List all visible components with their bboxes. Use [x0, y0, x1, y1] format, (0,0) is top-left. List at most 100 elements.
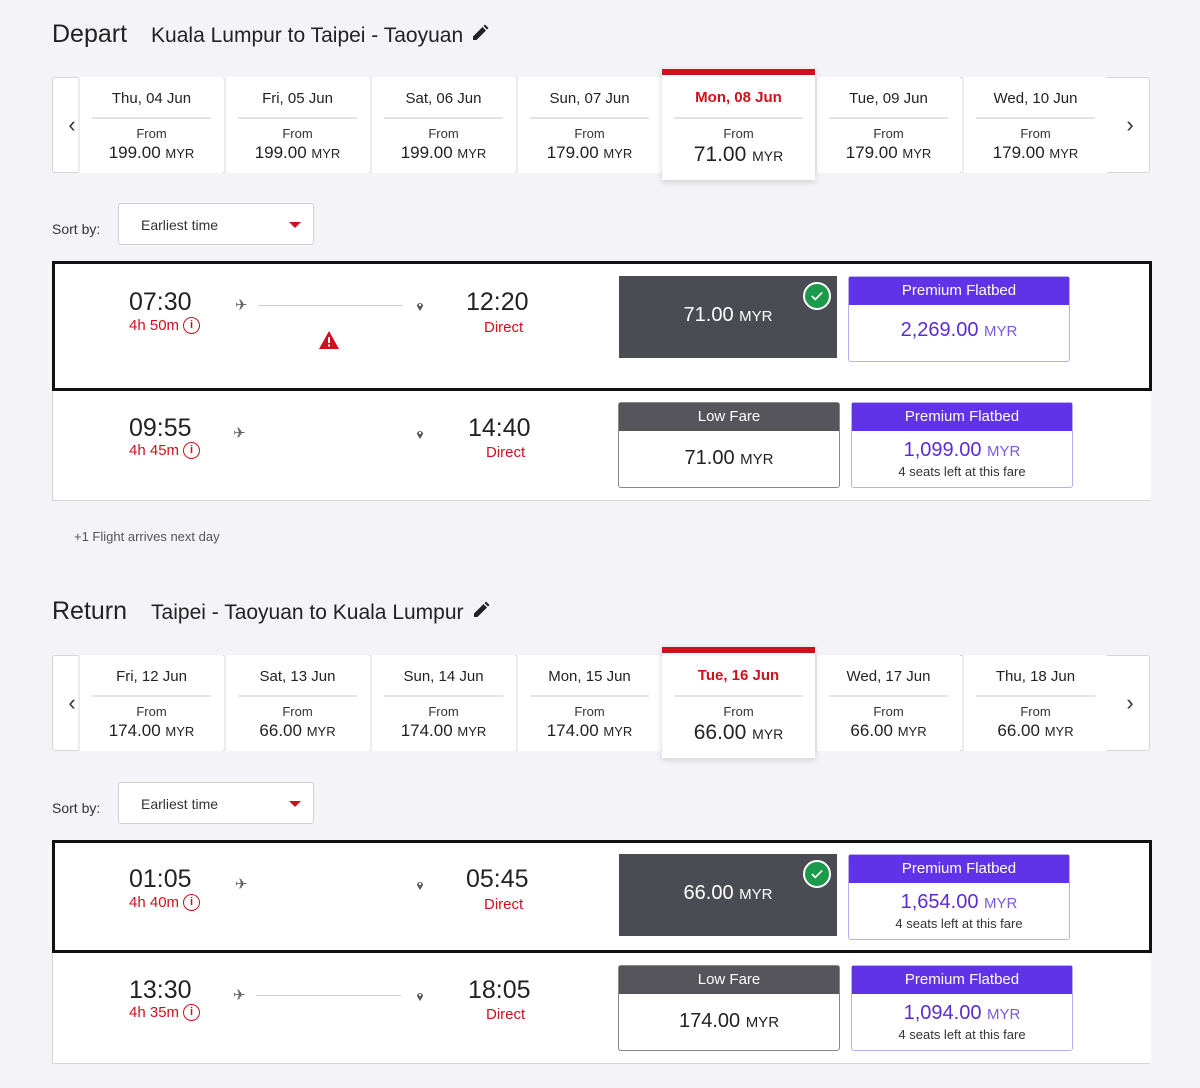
info-icon[interactable]: i [183, 894, 201, 911]
price-value: 174.00 [546, 721, 599, 740]
premium-fare-card[interactable]: Premium Flatbed 1,099.00 MYR 4 seats lef… [851, 402, 1073, 488]
date-tab[interactable]: Wed, 17 Jun From 66.00 MYR [815, 655, 960, 751]
divider [92, 117, 211, 119]
price-value: 174.00 [678, 1010, 741, 1032]
from-label: From [1020, 704, 1051, 719]
from-label: From [574, 704, 605, 719]
from-label: From [723, 126, 754, 141]
currency: MYR [987, 1006, 1021, 1023]
date-tab-active[interactable]: Mon, 08 Jun From 71.00 MYR [662, 69, 815, 180]
selected-fare[interactable]: 66.00 MYR [619, 854, 837, 936]
direct-label: Direct [486, 1006, 526, 1023]
sort-dropdown[interactable]: Earliest time [118, 203, 314, 245]
caret-down-icon [289, 801, 301, 807]
seats-left: 4 seats left at this fare [898, 464, 1026, 479]
currency: MYR [603, 146, 633, 161]
date-tab[interactable]: Thu, 18 Jun From 66.00 MYR [962, 655, 1107, 751]
low-fare-header: Low Fare [619, 403, 839, 431]
sort-value: Earliest time [141, 796, 219, 812]
depart-route: Kuala Lumpur to Taipei - Taoyuan [151, 24, 464, 47]
date-tab[interactable]: Sat, 06 Jun From 199.00 MYR [370, 77, 515, 173]
price-value: 1,094.00 [903, 1002, 982, 1024]
plane-icon: ✈ [233, 425, 246, 442]
date-tab[interactable]: Fri, 05 Jun From 199.00 MYR [224, 77, 369, 173]
date-price: 199.00 MYR [372, 143, 515, 163]
departure-time: 07:30 [129, 288, 192, 316]
depart-date-carousel: ‹ Thu, 04 Jun From 199.00 MYR Fri, 05 Ju… [52, 69, 1150, 180]
date-tab[interactable]: Tue, 09 Jun From 179.00 MYR [815, 77, 960, 173]
chevron-left-icon[interactable]: ‹ [68, 690, 76, 715]
selected-fare[interactable]: 71.00 MYR [619, 276, 837, 358]
depart-header: Depart Kuala Lumpur to Taipei - Taoyuan [52, 20, 489, 49]
sort-dropdown[interactable]: Earliest time [118, 782, 314, 824]
date-label: Wed, 10 Jun [993, 90, 1078, 107]
flight-row-selected[interactable]: 01:05 4h 40m i ✈ 05:45 Direct 66.00 MYR P… [52, 840, 1152, 953]
pencil-icon[interactable] [471, 24, 489, 42]
currency: MYR [752, 148, 784, 164]
return-date-carousel: ‹ Fri, 12 Jun From 174.00 MYR Sat, 13 Ju… [52, 647, 1150, 758]
date-tab[interactable]: Fri, 12 Jun From 174.00 MYR [78, 655, 223, 751]
date-price: 174.00 MYR [80, 721, 223, 741]
warning-icon[interactable] [319, 331, 339, 349]
divider [674, 695, 803, 697]
plane-icon: ✈ [233, 987, 246, 1004]
pencil-icon[interactable] [472, 601, 490, 619]
date-tab[interactable]: Sat, 13 Jun From 66.00 MYR [224, 655, 369, 751]
date-label: Tue, 16 Jun [697, 667, 780, 684]
date-tab[interactable]: Sun, 14 Jun From 174.00 MYR [370, 655, 515, 751]
info-icon[interactable]: i [183, 442, 201, 459]
duration: 4h 45m i [129, 442, 201, 459]
date-price: 199.00 MYR [80, 143, 223, 163]
premium-price: 1,094.00 MYR [852, 1002, 1072, 1025]
direct-label: Direct [486, 444, 526, 461]
info-icon[interactable]: i [183, 1004, 201, 1021]
date-tab[interactable]: Mon, 15 Jun From 174.00 MYR [516, 655, 661, 751]
arrival-time: 05:45 [466, 865, 529, 893]
chevron-right-icon[interactable]: › [1126, 690, 1134, 715]
duration-text: 4h 35m [129, 1004, 180, 1021]
date-tab[interactable]: Wed, 10 Jun From 179.00 MYR [962, 77, 1107, 173]
from-label: From [873, 704, 904, 719]
flight-row[interactable]: 13:30 4h 35m i ✈ 18:05 Direct Low Fare 17… [53, 954, 1151, 1063]
plane-icon: ✈ [235, 297, 248, 314]
info-icon[interactable]: i [183, 317, 201, 334]
duration-text: 4h 50m [129, 317, 180, 334]
premium-fare-card[interactable]: Premium Flatbed 1,654.00 MYR 4 seats lef… [848, 854, 1070, 940]
premium-header: Premium Flatbed [849, 277, 1069, 305]
price-value: 174.00 [108, 721, 161, 740]
arrival-time: 14:40 [468, 414, 531, 442]
date-label: Mon, 15 Jun [548, 668, 631, 685]
date-label: Sat, 13 Jun [259, 668, 336, 685]
pin-icon [417, 431, 423, 439]
chevron-left-icon[interactable]: ‹ [68, 112, 76, 137]
chevron-right-icon[interactable]: › [1126, 112, 1134, 137]
currency: MYR [165, 146, 195, 161]
from-label: From [136, 704, 167, 719]
caret-down-icon [289, 222, 301, 228]
currency: MYR [603, 724, 633, 739]
flight-row-selected[interactable]: 07:30 4h 50m i ✈ 12:20 Direct 71.00 MYR P… [52, 261, 1152, 391]
divider [829, 117, 948, 119]
divider [674, 117, 803, 119]
date-tab-active[interactable]: Tue, 16 Jun From 66.00 MYR [662, 647, 815, 758]
low-fare-card[interactable]: Low Fare 71.00 MYR [618, 402, 840, 488]
currency: MYR [902, 146, 932, 161]
date-price: 179.00 MYR [817, 143, 960, 163]
plane-icon: ✈ [235, 876, 248, 893]
premium-fare-card[interactable]: Premium Flatbed 2,269.00 MYR [848, 276, 1070, 362]
currency: MYR [311, 146, 341, 161]
return-flight-list: 01:05 4h 40m i ✈ 05:45 Direct 66.00 MYR P… [52, 840, 1152, 1064]
sort-label: Sort by: [52, 800, 101, 816]
direct-label: Direct [484, 896, 524, 913]
flight-row[interactable]: 09:55 4h 45m i ✈ 14:40 Direct Low Fare 71… [53, 392, 1151, 500]
price-value: 174.00 [400, 721, 453, 740]
date-label: Sun, 07 Jun [549, 90, 630, 107]
date-label: Thu, 18 Jun [995, 668, 1076, 685]
low-fare-card[interactable]: Low Fare 174.00 MYR [618, 965, 840, 1051]
premium-header: Premium Flatbed [849, 855, 1069, 883]
date-tab[interactable]: Thu, 04 Jun From 199.00 MYR [78, 77, 223, 173]
currency: MYR [984, 895, 1018, 912]
premium-fare-card[interactable]: Premium Flatbed 1,094.00 MYR 4 seats lef… [851, 965, 1073, 1051]
date-tab[interactable]: Sun, 07 Jun From 179.00 MYR [516, 77, 661, 173]
depart-flight-list: 07:30 4h 50m i ✈ 12:20 Direct 71.00 MYR P… [52, 261, 1152, 501]
